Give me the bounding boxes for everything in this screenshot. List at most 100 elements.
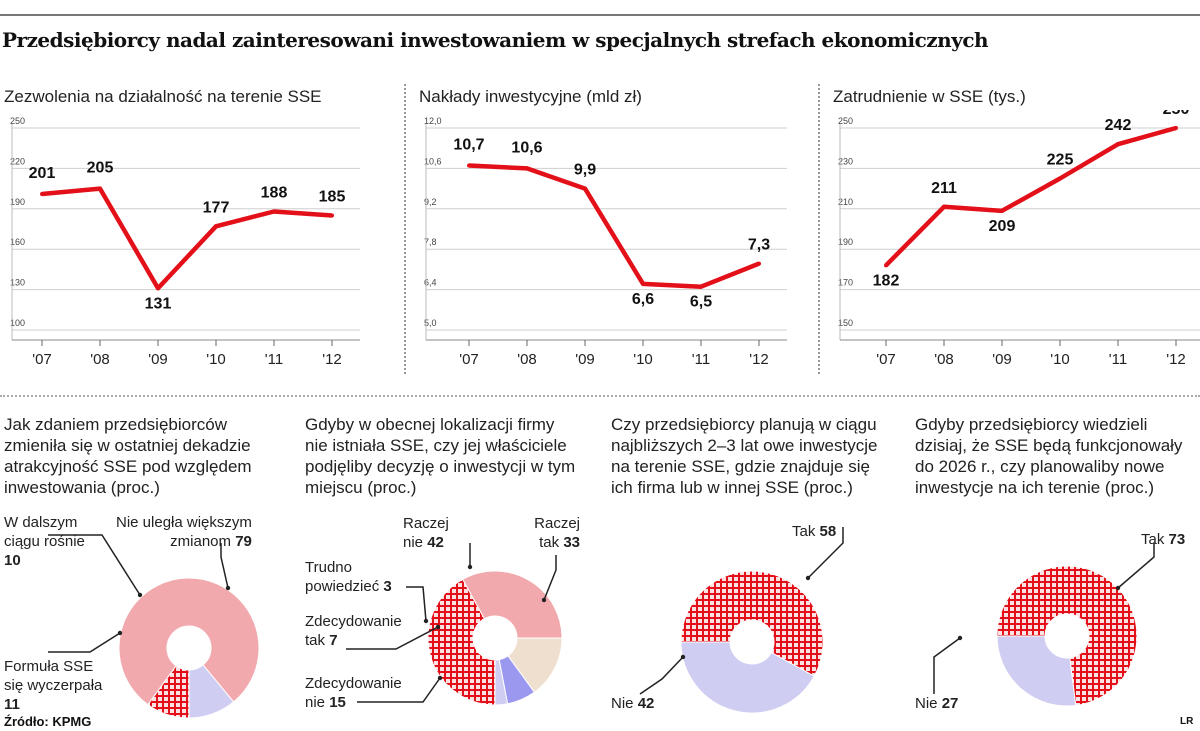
data-label: 225	[1047, 152, 1074, 169]
data-point	[641, 281, 645, 286]
x-tick-label: '09	[992, 351, 1012, 368]
y-tick-label: 250	[838, 116, 853, 126]
x-tick-label: '09	[575, 351, 595, 368]
pie-slice	[680, 570, 824, 677]
pie-charts	[48, 527, 1155, 719]
series-line	[884, 125, 1177, 267]
leader-line	[639, 656, 684, 695]
x-tick-label: '10	[206, 351, 226, 368]
pie-slice	[462, 570, 563, 639]
line-chart-permits: 250 220 190 160 130 100 '07 '08 '09 '10 '11 '12 201 2…	[10, 116, 360, 368]
leader-dot	[435, 624, 441, 630]
data-point	[156, 286, 160, 291]
data-label: 211	[931, 180, 957, 197]
data-label: 201	[29, 165, 56, 182]
data-label: 6,6	[632, 291, 654, 308]
pie-label-rather-yes: Raczej tak 33	[534, 515, 580, 551]
leader-dot	[437, 675, 443, 681]
leader-line	[933, 637, 961, 694]
data-label: 177	[203, 199, 230, 216]
data-point	[330, 213, 334, 218]
data-label: 6,5	[690, 294, 712, 311]
y-tick-label: 190	[10, 197, 25, 207]
column-divider	[818, 84, 820, 374]
section-divider	[0, 395, 1200, 397]
leader-dot	[467, 564, 473, 570]
leader-dot	[225, 585, 231, 591]
leader-line	[807, 527, 844, 579]
data-label: 131	[145, 295, 172, 312]
data-point	[942, 204, 946, 209]
data-point	[467, 163, 471, 168]
y-tick-label: 7,8	[424, 237, 437, 247]
pie-label-rather-no: Raczej nie 42	[403, 515, 449, 551]
x-tick-label: '09	[148, 351, 168, 368]
x-tick-label: '07	[32, 351, 52, 368]
data-label: 250	[1163, 110, 1190, 118]
pie-label-hard-to-say: Trudno powiedzieć 3	[305, 559, 392, 595]
pie-label-plans-no: Nie 42	[611, 695, 655, 712]
data-label: 182	[873, 272, 900, 289]
leader-dot	[805, 575, 811, 581]
leader-line	[357, 677, 441, 703]
y-tick-label: 160	[10, 237, 25, 247]
data-label: 188	[261, 184, 288, 201]
y-tick-label: 190	[838, 237, 853, 247]
source-note: Źródło: KPMG	[4, 714, 92, 729]
y-tick-label: 170	[838, 278, 853, 288]
y-tick-label: 220	[10, 156, 25, 166]
leader-dot	[680, 654, 686, 660]
question-plans: Czy przedsiębiorcy planują w ciągu najbl…	[611, 415, 878, 497]
pie-slice	[494, 659, 509, 706]
x-tick-label: '07	[876, 351, 896, 368]
pie-slice	[680, 641, 815, 714]
x-tick-label: '07	[459, 351, 479, 368]
leader-line	[1117, 543, 1155, 589]
y-tick-label: 6,4	[424, 278, 437, 288]
pie-label-plans-yes: Tak 58	[792, 523, 837, 540]
data-point	[1000, 208, 1004, 213]
pie-plans	[680, 570, 824, 714]
data-point	[40, 191, 44, 196]
leader-lines	[48, 527, 1155, 703]
y-tick-label: 250	[10, 116, 25, 126]
leader-line	[48, 534, 141, 596]
data-point	[884, 263, 888, 268]
x-tick-label: '12	[749, 351, 769, 368]
y-tick-label: 130	[10, 278, 25, 288]
x-tick-label: '08	[934, 351, 954, 368]
x-tick-label: '11	[692, 351, 710, 368]
pie-slice	[996, 565, 1138, 707]
x-tick-label: '10	[633, 351, 653, 368]
data-point	[699, 284, 703, 289]
pie-without-sse	[427, 570, 563, 706]
top-rule	[0, 14, 1200, 16]
question-2026: Gdyby przedsiębiorcy wiedzieli dzisiaj, …	[915, 415, 1183, 497]
pie-slice	[427, 578, 496, 706]
leader-dot	[1115, 585, 1121, 591]
credit: LR	[1180, 716, 1194, 727]
leader-dot	[137, 592, 143, 598]
leader-dot	[117, 630, 123, 636]
data-label: 185	[319, 189, 346, 206]
data-point	[214, 224, 218, 229]
y-tick-label: 10,6	[424, 156, 442, 166]
data-label: 209	[989, 218, 1016, 235]
line-charts: 250 220 190 160 130 100 '07 '08 '09 '10 '11 '12 201 2…	[10, 110, 1200, 368]
data-point	[1174, 126, 1178, 130]
x-tick-label: '11	[265, 351, 283, 368]
line-chart-investment: 12,0 10,6 9,2 7,8 6,4 5,0 '07 '08 '09 '10 '11 '12 10…	[424, 116, 787, 368]
data-point	[272, 209, 276, 214]
page-title: Przedsiębiorcy nadal zainteresowani inwe…	[2, 28, 989, 52]
leader-line	[543, 555, 557, 601]
series-line	[468, 163, 760, 289]
leader-dot	[957, 635, 963, 641]
x-tick-label: '11	[1109, 351, 1127, 368]
leader-line	[220, 543, 229, 589]
question-attractiveness: Jak zdaniem przedsiębiorców zmieniła się…	[4, 415, 252, 497]
pie-2026	[996, 565, 1138, 707]
series-line	[41, 186, 333, 291]
data-point	[98, 186, 102, 191]
x-tick-label: '10	[1050, 351, 1070, 368]
chart-title-investment: Nakłady inwestycyjne (mld zł)	[419, 87, 642, 106]
